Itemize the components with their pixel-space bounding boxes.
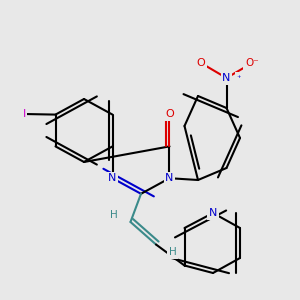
Text: N: N <box>108 173 117 183</box>
Text: H: H <box>110 209 118 220</box>
Text: H: H <box>169 247 176 257</box>
Text: O: O <box>196 58 206 68</box>
Text: O: O <box>165 109 174 119</box>
Text: N: N <box>165 173 174 183</box>
Text: N: N <box>222 73 231 83</box>
Text: ⁺: ⁺ <box>236 74 241 82</box>
Text: O⁻: O⁻ <box>245 58 259 68</box>
Text: N: N <box>209 208 217 218</box>
Text: I: I <box>22 109 26 119</box>
